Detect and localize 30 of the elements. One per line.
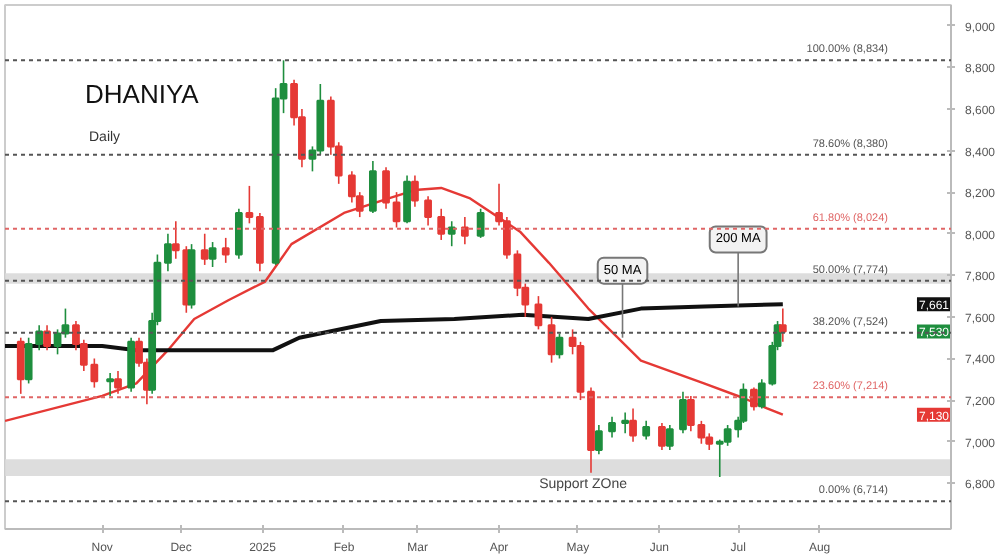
- candlestick: [61, 307, 70, 339]
- candlestick: [658, 422, 666, 451]
- candlestick: [221, 237, 230, 264]
- candlestick: [200, 232, 209, 266]
- candlestick: [750, 386, 758, 412]
- candlestick: [594, 424, 603, 455]
- candlestick: [16, 336, 25, 395]
- candlestick: [629, 407, 637, 443]
- candlestick: [437, 207, 446, 241]
- candlestick: [43, 324, 51, 351]
- line-series: [5, 302, 785, 353]
- candlestick: [106, 372, 114, 397]
- text: DHANIYA: [85, 79, 200, 109]
- candlestick: [642, 420, 651, 441]
- candlestick: [679, 390, 687, 435]
- candlestick: [403, 174, 411, 225]
- candlestick: [447, 220, 456, 248]
- candlestick: [424, 195, 432, 227]
- candlestick: [460, 216, 469, 245]
- candlestick: [665, 424, 674, 451]
- candlestick: [476, 207, 485, 239]
- candlestick: [208, 241, 217, 268]
- candlestick: [778, 307, 787, 343]
- candlestick: [114, 370, 122, 395]
- candlestick: [369, 160, 377, 214]
- candlestick: [621, 411, 630, 435]
- candlestick: [127, 336, 136, 393]
- candlestick: [234, 207, 243, 260]
- candlestick: [608, 415, 616, 439]
- candlestick: [534, 295, 543, 331]
